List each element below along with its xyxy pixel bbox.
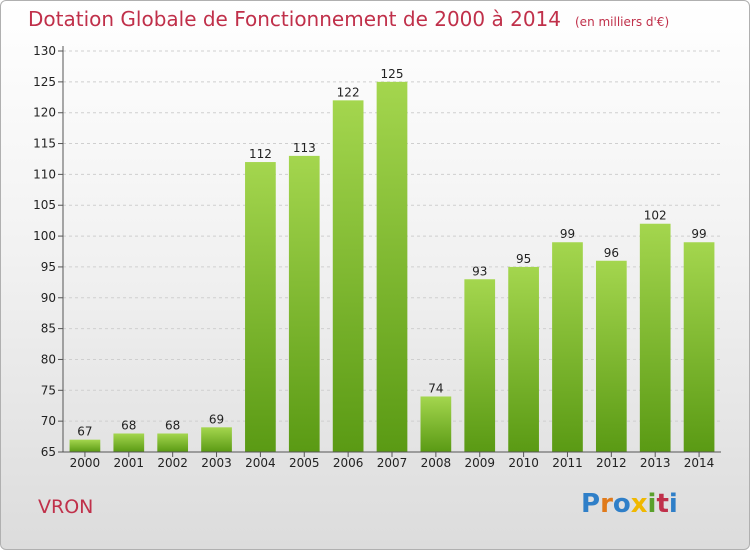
value-label: 67 — [77, 425, 92, 439]
value-label: 125 — [381, 67, 404, 81]
bar-2009 — [464, 279, 496, 452]
y-tick-label: 130 — [33, 44, 56, 58]
value-label: 99 — [560, 227, 575, 241]
value-label: 102 — [644, 209, 667, 223]
bar-2010 — [508, 266, 539, 452]
x-tick-label: 2001 — [114, 456, 145, 470]
bar-2000 — [69, 439, 101, 452]
value-label: 113 — [293, 141, 316, 155]
x-tick-label: 2014 — [684, 456, 715, 470]
value-label: 99 — [691, 227, 706, 241]
y-tick-label: 85 — [41, 322, 56, 336]
bar-2011 — [552, 242, 583, 452]
x-tick-label: 2010 — [508, 456, 539, 470]
bar-2001 — [113, 433, 145, 452]
x-tick-label: 2002 — [157, 456, 188, 470]
x-tick-label: 2008 — [421, 456, 452, 470]
value-label: 96 — [604, 246, 619, 260]
bar-2014 — [683, 242, 715, 452]
x-tick-label: 2004 — [245, 456, 276, 470]
x-tick-label: 2007 — [377, 456, 408, 470]
value-label: 122 — [337, 85, 360, 99]
bar-2012 — [595, 260, 627, 452]
proxiti-logo: Proxiti — [581, 489, 678, 519]
x-tick-label: 2000 — [70, 456, 101, 470]
bar-2002 — [157, 433, 189, 452]
commune-name: VRON — [38, 496, 94, 518]
x-tick-label: 2011 — [552, 456, 583, 470]
bar-2005 — [288, 155, 320, 452]
y-tick-label: 70 — [41, 414, 56, 428]
x-tick-label: 2005 — [289, 456, 320, 470]
chart-title-text: Dotation Globale de Fonctionnement de 20… — [28, 7, 561, 31]
value-label: 95 — [516, 252, 531, 266]
y-tick-label: 115 — [33, 137, 56, 151]
y-tick-label: 75 — [41, 383, 56, 397]
y-tick-label: 120 — [33, 106, 56, 120]
y-tick-label: 110 — [33, 167, 56, 181]
x-tick-label: 2012 — [596, 456, 627, 470]
bar-2003 — [201, 427, 232, 452]
y-tick-label: 65 — [41, 445, 56, 459]
y-tick-label: 100 — [33, 229, 56, 243]
bar-2013 — [639, 223, 671, 452]
x-tick-label: 2006 — [333, 456, 364, 470]
y-tick-label: 90 — [41, 291, 56, 305]
y-tick-label: 105 — [33, 198, 56, 212]
y-tick-label: 95 — [41, 260, 56, 274]
y-tick-label: 125 — [33, 75, 56, 89]
bar-2004 — [245, 162, 276, 453]
bar-2007 — [376, 81, 408, 452]
chart-subtitle: (en milliers d'€) — [575, 15, 670, 29]
bar-2006 — [332, 100, 364, 452]
value-label: 69 — [209, 412, 224, 426]
value-label: 112 — [249, 147, 272, 161]
value-label: 68 — [121, 418, 136, 432]
bar-2008 — [420, 396, 452, 452]
value-label: 68 — [165, 418, 180, 432]
x-tick-label: 2009 — [464, 456, 495, 470]
value-label: 74 — [428, 381, 443, 395]
x-tick-label: 2013 — [640, 456, 671, 470]
y-tick-label: 80 — [41, 352, 56, 366]
value-label: 93 — [472, 264, 487, 278]
chart-title: Dotation Globale de Fonctionnement de 20… — [28, 7, 669, 31]
x-tick-label: 2003 — [201, 456, 232, 470]
